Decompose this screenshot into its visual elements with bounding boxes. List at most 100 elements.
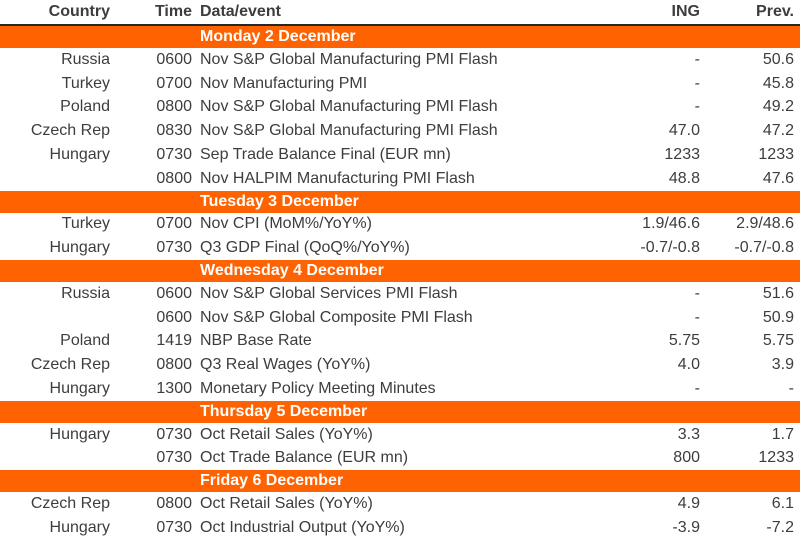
prev-cell: 1233	[758, 145, 794, 163]
table-row: Russia 0600 Nov S&P Global Services PMI Fl…	[0, 282, 800, 306]
prev-cell: -0.7/-0.8	[734, 239, 794, 257]
day-header-band: Wednesday 4 December	[0, 260, 800, 282]
event-cell: Q3 Real Wages (YoY%)	[200, 357, 371, 374]
ing-cell: -3.9	[672, 518, 700, 536]
ing-cell: 4.9	[677, 495, 700, 513]
event-cell: Oct Retail Sales (YoY%)	[200, 426, 373, 443]
event-cell: Nov HALPIM Manufacturing PMI Flash	[200, 170, 475, 187]
prev-cell: 50.9	[762, 308, 794, 326]
event-cell: NBP Base Rate	[200, 333, 312, 350]
event-cell: Nov S&P Global Manufacturing PMI Flash	[200, 99, 498, 116]
country-cell: Poland	[60, 332, 110, 350]
time-cell: 0800	[156, 98, 192, 116]
time-cell: 0600	[156, 50, 192, 68]
country-cell: Poland	[60, 98, 110, 116]
prev-cell: 1.7	[771, 425, 794, 443]
time-cell: 0800	[156, 495, 192, 513]
table-body: Monday 2 December Russia 0600 Nov S&P Globa…	[0, 26, 800, 540]
time-cell: 0600	[156, 284, 192, 302]
country-cell: Hungary	[49, 239, 110, 257]
ing-cell: -	[694, 379, 700, 397]
ing-cell: 3.3	[677, 425, 700, 443]
table-row: Turkey 0700 Nov CPI (MoM%/YoY%) 1.9/46.6 2.9…	[0, 213, 800, 237]
event-cell: Nov S&P Global Composite PMI Flash	[200, 309, 473, 326]
table-row: Hungary 0730 Oct Retail Sales (YoY%) 3.3 1.7	[0, 423, 800, 447]
country-cell: Czech Rep	[30, 495, 110, 513]
prev-cell: 47.6	[762, 169, 794, 187]
country-cell: Hungary	[49, 379, 110, 397]
prev-cell: 1233	[758, 449, 794, 467]
event-cell: Monetary Policy Meeting Minutes	[200, 380, 436, 397]
table-row: Hungary 0730 Sep Trade Balance Final (EUR …	[0, 143, 800, 167]
day-header-band: Tuesday 3 December	[0, 190, 800, 213]
ing-cell: -	[694, 50, 700, 68]
ing-cell: 1.9/46.6	[642, 215, 700, 233]
table-row: Hungary 0730 Oct Industrial Output (YoY%) -…	[0, 516, 800, 540]
time-cell: 0730	[156, 239, 192, 257]
ing-cell: 47.0	[668, 122, 700, 140]
time-cell: 1419	[156, 332, 192, 350]
column-header-event: Data/event	[200, 4, 281, 20]
day-header-band: Thursday 5 December	[0, 400, 800, 423]
event-cell: Nov Manufacturing PMI	[200, 75, 368, 92]
table-row: Poland 1419 NBP Base Rate 5.75 5.75	[0, 330, 800, 354]
time-cell: 0730	[156, 425, 192, 443]
time-cell: 0700	[156, 74, 192, 92]
prev-cell: 49.2	[762, 98, 794, 116]
ing-cell: 5.75	[668, 332, 700, 350]
column-header-country: Country	[48, 3, 110, 20]
table-row: Czech Rep 0830 Nov S&P Global Manufacturin…	[0, 119, 800, 143]
prev-cell: 45.8	[762, 74, 794, 92]
time-cell: 1300	[156, 379, 192, 397]
table-row: 0600 Nov S&P Global Composite PMI Flash - 5…	[0, 306, 800, 330]
country-cell: Czech Rep	[30, 122, 110, 140]
table-row: Turkey 0700 Nov Manufacturing PMI - 45.8	[0, 72, 800, 96]
time-cell: 0730	[156, 145, 192, 163]
column-header-ing: ING	[671, 3, 700, 20]
event-cell: Sep Trade Balance Final (EUR mn)	[200, 146, 451, 163]
time-cell: 0730	[156, 449, 192, 467]
event-cell: Oct Retail Sales (YoY%)	[200, 496, 373, 513]
ing-cell: -0.7/-0.8	[640, 239, 700, 257]
ing-cell: -	[694, 74, 700, 92]
time-cell: 0830	[156, 122, 192, 140]
prev-cell: 50.6	[762, 50, 794, 68]
country-cell: Russia	[61, 50, 110, 68]
ing-cell: 4.0	[677, 356, 700, 374]
event-cell: Oct Industrial Output (YoY%)	[200, 519, 405, 536]
prev-cell: 3.9	[771, 356, 794, 374]
prev-cell: 47.2	[762, 122, 794, 140]
table-row: 0730 Oct Trade Balance (EUR mn) 800 1233	[0, 447, 800, 471]
country-cell: Turkey	[61, 215, 110, 233]
time-cell: 0700	[156, 215, 192, 233]
column-header-prev: Prev.	[756, 3, 794, 20]
ing-cell: -	[694, 98, 700, 116]
table-row: Hungary 1300 Monetary Policy Meeting Minut…	[0, 377, 800, 401]
event-cell: Nov CPI (MoM%/YoY%)	[200, 216, 372, 233]
table-row: 0800 Nov HALPIM Manufacturing PMI Flash 48…	[0, 167, 800, 191]
ing-cell: -	[694, 308, 700, 326]
time-cell: 0730	[156, 518, 192, 536]
table-row: Czech Rep 0800 Q3 Real Wages (YoY%) 4.0 3.9	[0, 353, 800, 377]
table-header-row: Country Time Data/event ING Prev.	[0, 0, 800, 26]
country-cell: Hungary	[49, 425, 110, 443]
day-header-band: Friday 6 December	[0, 470, 800, 493]
event-cell: Oct Trade Balance (EUR mn)	[200, 450, 409, 467]
country-cell: Czech Rep	[30, 356, 110, 374]
prev-cell: 6.1	[771, 495, 794, 513]
prev-cell: -	[788, 379, 794, 397]
prev-cell: 51.6	[762, 284, 794, 302]
event-cell: Nov S&P Global Manufacturing PMI Flash	[200, 51, 498, 68]
prev-cell: -7.2	[766, 518, 794, 536]
column-header-time: Time	[154, 3, 192, 20]
table-row: Poland 0800 Nov S&P Global Manufacturing P…	[0, 96, 800, 120]
country-cell: Hungary	[49, 145, 110, 163]
event-cell: Q3 GDP Final (QoQ%/YoY%)	[200, 240, 410, 257]
day-header-band: Monday 2 December	[0, 26, 800, 48]
time-cell: 0800	[156, 356, 192, 374]
event-cell: Nov S&P Global Services PMI Flash	[200, 285, 458, 302]
country-cell: Russia	[61, 284, 110, 302]
prev-cell: 5.75	[762, 332, 794, 350]
ing-cell: 1233	[664, 145, 700, 163]
